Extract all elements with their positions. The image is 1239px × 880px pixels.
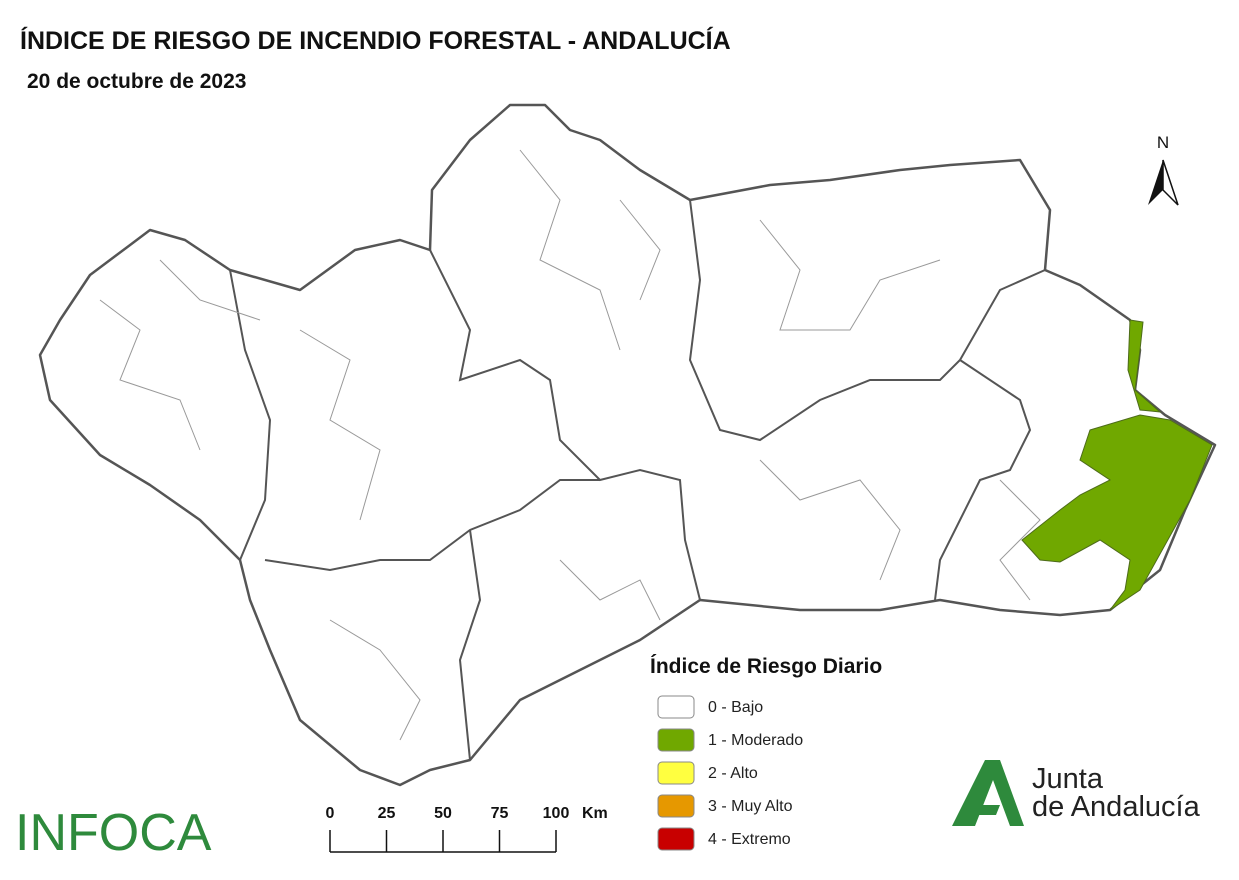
date: 20 de octubre de 2023 <box>27 70 246 93</box>
junta-logo: Junta de Andalucía <box>952 760 1201 826</box>
infoca-logo: INFOCA <box>15 804 212 862</box>
legend-swatch <box>657 827 695 851</box>
legend: Índice de Riesgo Diario 0 - Bajo 1 - Mode… <box>650 655 882 851</box>
municipal-borders <box>99 149 1041 741</box>
scale-label: 100 <box>543 805 570 822</box>
region-outline <box>38 103 1217 787</box>
risk-area <box>1021 319 1213 611</box>
junta-bar <box>964 805 1000 815</box>
legend-swatch <box>657 761 695 785</box>
legend-label: 0 - Bajo <box>708 699 763 716</box>
scale-unit: Km <box>582 805 608 822</box>
north-arrow-left <box>1148 160 1163 205</box>
junta-symbol <box>952 760 1024 826</box>
legend-swatch <box>657 794 695 818</box>
junta-text: Junta <box>1032 763 1104 795</box>
legend-label: 1 - Moderado <box>708 732 803 749</box>
scale-bar: 0 25 50 75 100 Km <box>326 805 608 853</box>
north-arrow-right <box>1162 159 1179 206</box>
title: ÍNDICE DE RIESGO DE INCENDIO FORESTAL - … <box>20 26 731 55</box>
region-map <box>38 103 1217 787</box>
junta-text: de Andalucía <box>1032 791 1201 823</box>
legend-label: 4 - Extremo <box>708 831 791 848</box>
scale-label: 75 <box>491 805 509 822</box>
legend-label: 3 - Muy Alto <box>708 798 793 815</box>
north-label: N <box>1157 133 1169 152</box>
province-borders <box>229 199 1046 761</box>
scale-label: 50 <box>434 805 452 822</box>
legend-swatch <box>657 695 695 719</box>
legend-title: Índice de Riesgo Diario <box>650 655 882 678</box>
scale-label: 25 <box>378 805 396 822</box>
legend-label: 2 - Alto <box>708 765 758 782</box>
north-arrow: N <box>1148 133 1179 206</box>
legend-swatch <box>657 728 695 752</box>
scale-label: 0 <box>326 805 335 822</box>
